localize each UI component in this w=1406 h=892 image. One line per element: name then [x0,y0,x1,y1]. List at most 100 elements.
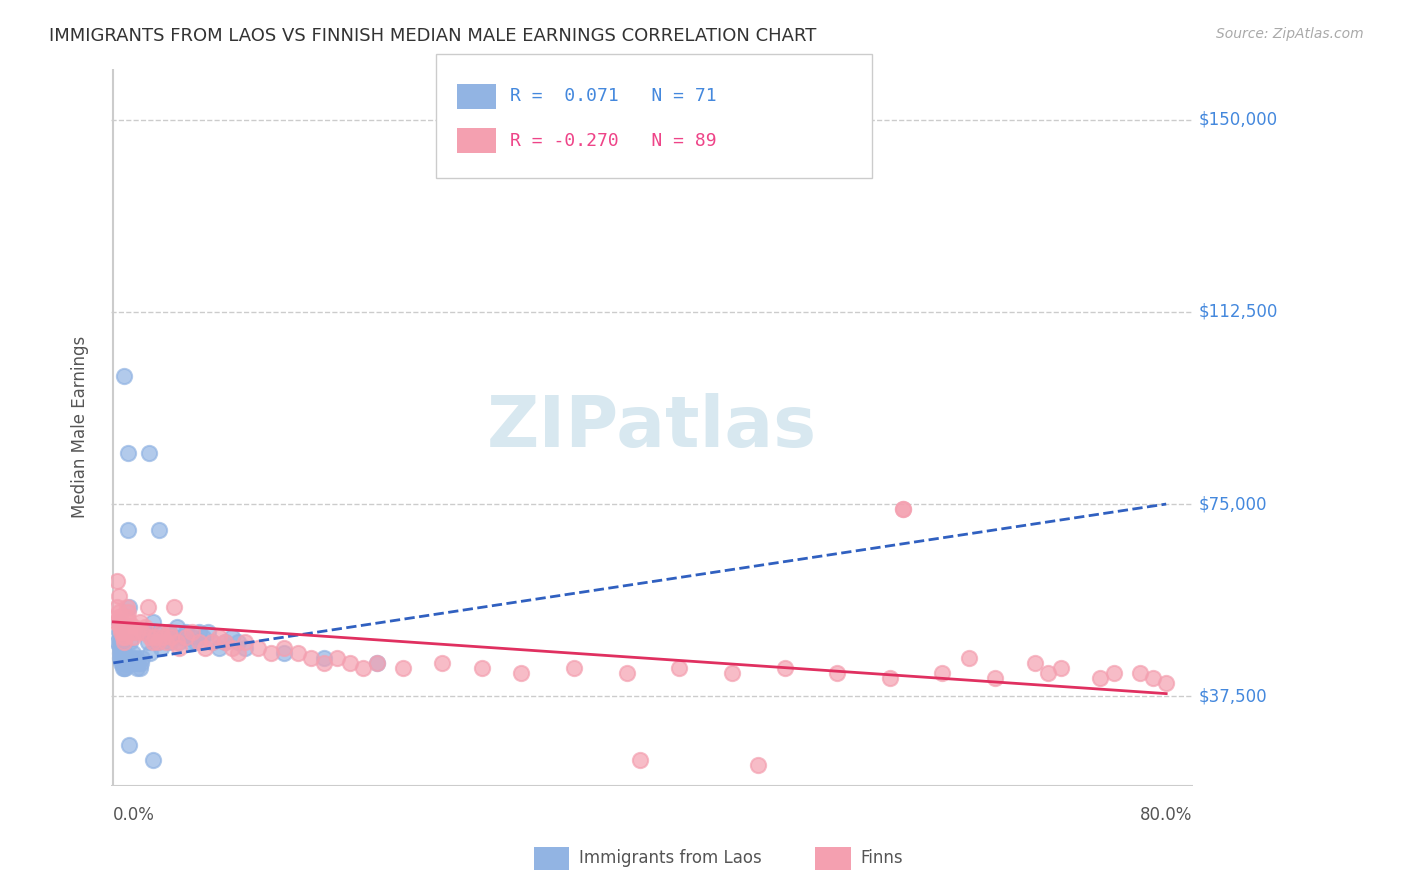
Point [112,656,135,670]
Point [167,640,190,655]
Point [187,625,209,640]
Point [471,661,494,675]
Point [111,650,134,665]
Point [121,625,143,640]
Point [136,635,159,649]
Point [121,650,143,665]
Point [1090,671,1112,685]
Point [142,615,165,629]
Point [984,671,1007,685]
Point [326,650,349,665]
Point [339,656,361,670]
Point [125,625,148,640]
Point [163,599,186,614]
Point [115,599,138,614]
Text: Immigrants from Laos: Immigrants from Laos [579,849,762,867]
Point [149,640,172,655]
Point [214,635,236,649]
Point [201,635,224,649]
Point [879,671,901,685]
Point [352,661,374,675]
Point [142,753,165,767]
Point [228,646,250,660]
Point [149,625,172,640]
Point [110,640,132,655]
Text: $150,000: $150,000 [1199,111,1278,128]
Text: Source: ZipAtlas.com: Source: ZipAtlas.com [1216,27,1364,41]
Point [201,635,224,649]
Point [111,630,134,644]
Text: ZIPatlas: ZIPatlas [486,392,817,462]
Point [145,630,167,644]
Point [110,635,132,649]
Point [110,646,132,660]
Point [187,635,209,649]
Point [110,656,132,670]
Text: $112,500: $112,500 [1199,303,1278,321]
Point [1102,666,1125,681]
Point [134,620,156,634]
Point [146,635,169,649]
Text: Finns: Finns [860,849,903,867]
Point [312,656,335,670]
Point [773,661,796,675]
Point [125,650,148,665]
Point [111,640,134,655]
Point [891,502,914,516]
Point [299,650,322,665]
Point [128,661,150,675]
Point [392,661,415,675]
Point [214,635,236,649]
Point [197,625,219,640]
Point [117,523,139,537]
Point [221,630,243,644]
Point [122,630,145,644]
Point [107,605,129,619]
Point [128,615,150,629]
Point [260,646,283,660]
Point [108,609,131,624]
Point [111,661,134,675]
Point [131,625,153,640]
Point [108,646,131,660]
Point [221,640,243,655]
Point [510,666,533,681]
Text: IMMIGRANTS FROM LAOS VS FINNISH MEDIAN MALE EARNINGS CORRELATION CHART: IMMIGRANTS FROM LAOS VS FINNISH MEDIAN M… [49,27,817,45]
Text: 80.0%: 80.0% [1140,806,1192,824]
Point [287,646,309,660]
Point [1142,671,1164,685]
Point [110,625,132,640]
Point [891,502,914,516]
Point [1129,666,1152,681]
Point [117,446,139,460]
Point [142,635,165,649]
Point [125,661,148,675]
Point [108,650,131,665]
Point [1024,656,1046,670]
Point [191,630,214,644]
Point [208,640,231,655]
Point [157,625,180,640]
Point [121,656,143,670]
Point [107,589,129,603]
Point [174,625,197,640]
Point [112,646,135,660]
Point [166,620,188,634]
Text: R = -0.270   N = 89: R = -0.270 N = 89 [510,132,717,150]
Point [152,630,174,644]
Point [108,615,131,629]
Point [366,656,388,670]
Point [155,635,177,649]
Text: 0.0%: 0.0% [114,806,155,824]
Point [628,753,651,767]
Point [145,625,167,640]
Point [181,630,204,644]
Point [146,635,169,649]
Point [366,656,388,670]
Point [110,615,132,629]
Point [931,666,953,681]
Point [616,666,638,681]
Point [114,650,136,665]
Point [139,630,162,644]
Point [112,625,135,640]
